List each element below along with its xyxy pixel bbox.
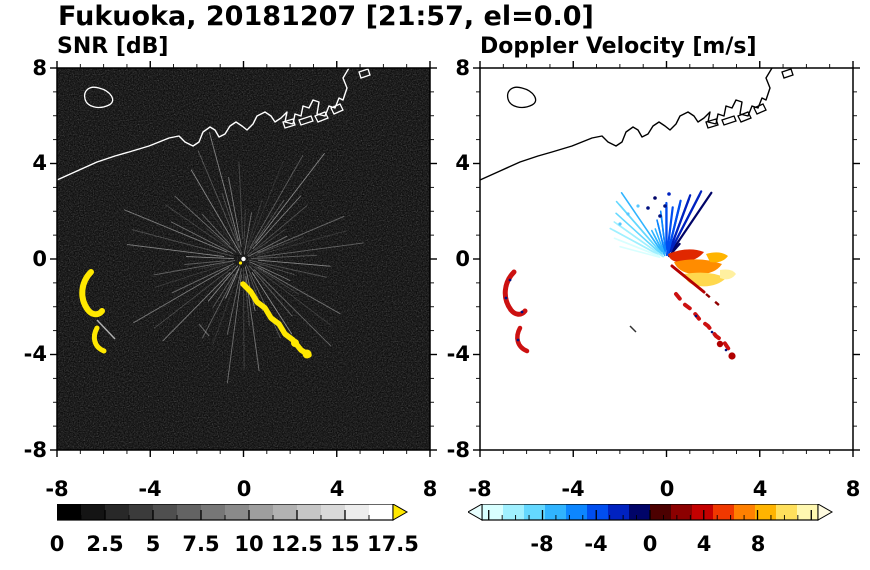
velocity-plot bbox=[473, 61, 860, 457]
snr-panel-title: SNR [dB] bbox=[57, 34, 169, 59]
y-tick-label: 4 bbox=[32, 151, 47, 175]
colorbar-tick-label: 12.5 bbox=[271, 532, 323, 556]
x-tick-label: -4 bbox=[138, 477, 162, 501]
colorbar-tick-label: 2.5 bbox=[86, 532, 124, 556]
x-tick-label: 4 bbox=[329, 477, 345, 501]
colorbar-tick-label: 5 bbox=[145, 532, 161, 556]
x-tick-label: 0 bbox=[659, 477, 675, 501]
colorbar-tick-label: 15 bbox=[330, 532, 360, 556]
y-tick-label: -8 bbox=[23, 438, 47, 462]
y-tick-label: -4 bbox=[23, 342, 47, 366]
y-tick-label: 4 bbox=[455, 151, 470, 175]
x-tick-label: 4 bbox=[752, 477, 768, 501]
snr-plot bbox=[50, 61, 437, 457]
colorbar-tick-label: 17.5 bbox=[367, 532, 419, 556]
y-tick-label: -4 bbox=[446, 342, 470, 366]
y-tick-label: -8 bbox=[446, 438, 470, 462]
colorbar-tick-label: -8 bbox=[530, 532, 554, 556]
figure-title: Fukuoka, 20181207 [21:57, el=0.0] bbox=[58, 1, 594, 32]
x-tick-label: -8 bbox=[45, 477, 69, 501]
x-tick-label: 8 bbox=[422, 477, 438, 501]
x-tick-label: -4 bbox=[561, 477, 585, 501]
colorbar-tick-label: 10 bbox=[234, 532, 264, 556]
snr-colorbar bbox=[57, 504, 409, 521]
colorbar-tick-label: 0 bbox=[642, 532, 658, 556]
colorbar-tick-label: 4 bbox=[696, 532, 712, 556]
x-tick-label: 8 bbox=[845, 477, 861, 501]
velocity-colorbar bbox=[468, 504, 834, 521]
colorbar-tick-label: 7.5 bbox=[182, 532, 220, 556]
y-tick-label: 0 bbox=[455, 247, 470, 271]
colorbar-tick-label: 0 bbox=[49, 532, 65, 556]
y-tick-label: 0 bbox=[32, 247, 47, 271]
y-tick-label: 8 bbox=[32, 56, 47, 80]
y-tick-label: 8 bbox=[455, 56, 470, 80]
x-tick-label: -8 bbox=[468, 477, 492, 501]
velocity-panel-title: Doppler Velocity [m/s] bbox=[480, 34, 757, 59]
colorbar-tick-label: 8 bbox=[750, 532, 766, 556]
colorbar-tick-label: -4 bbox=[584, 532, 608, 556]
x-tick-label: 0 bbox=[236, 477, 252, 501]
